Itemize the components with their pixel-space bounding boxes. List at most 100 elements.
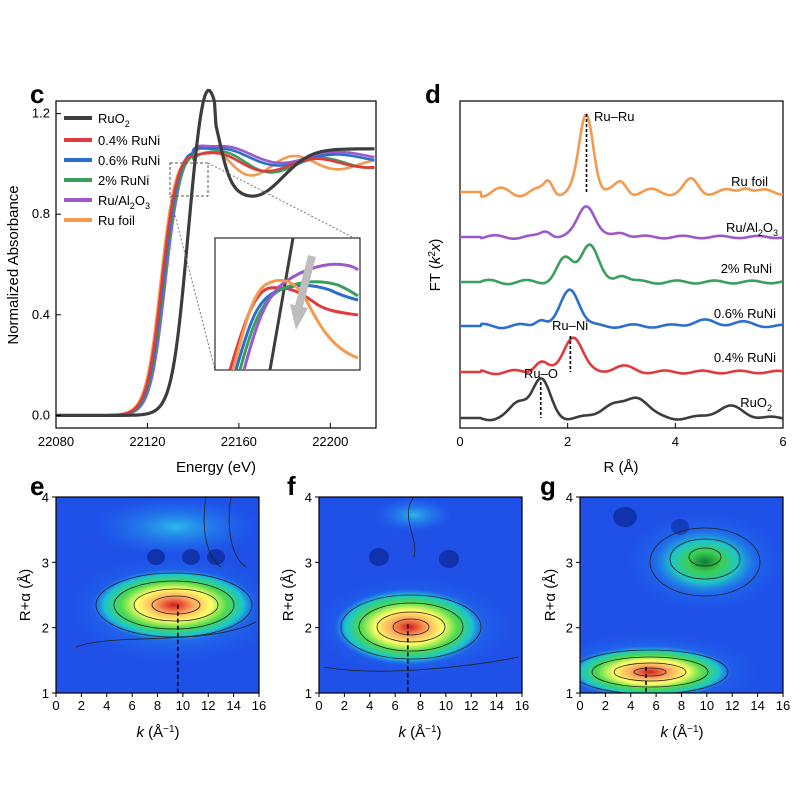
y-axis-label-g: R+α (Å) (542, 569, 559, 621)
panel-letter-e: e (30, 471, 44, 501)
y-axis-label-e: R+α (Å) (17, 569, 34, 621)
y-tick-label-c: 0.4 (32, 307, 50, 322)
zoom-box (169, 162, 209, 197)
x-tick-label-e: 12 (201, 698, 215, 713)
y-axis-label-f: R+α (Å) (280, 569, 297, 621)
x-tick-label-d: 4 (672, 434, 679, 449)
trend-arrow-icon (290, 304, 308, 330)
x-tick-label-g: 2 (602, 698, 609, 713)
y-tick-label-e: 3 (42, 555, 49, 570)
heatmap-f (319, 497, 522, 693)
panel-d: d 0 2 4 6 R (Å) FT (k2x) Ru foil Ru/Al2O3 2… (425, 79, 787, 476)
heatmap-e (56, 497, 259, 693)
y-tick-label-e: 2 (42, 621, 49, 636)
x-tick-label-e: 10 (176, 698, 190, 713)
y-tick-label-e: 1 (42, 686, 49, 701)
x-tick-label-f: 14 (489, 698, 503, 713)
panel-letter-g: g (540, 471, 556, 501)
zoom-connector-left (169, 195, 216, 371)
y-tick-label-f: 2 (305, 621, 312, 636)
x-tick-label-e: 6 (129, 698, 136, 713)
legend-label-ruo2: RuO2 (98, 111, 130, 129)
legend-label-al2o3: Ru/Al2O3 (98, 193, 150, 211)
annotation-ru-ni: Ru–Ni (552, 318, 588, 333)
trace-label-06: 0.6% RuNi (714, 306, 776, 321)
panel-letter-c: c (30, 79, 44, 109)
x-tick-label-g: 14 (750, 698, 764, 713)
x-axis-label-g: k (Å−1) (660, 724, 703, 741)
trace-label-04: 0.4% RuNi (714, 350, 776, 365)
x-tick-label-g: 16 (776, 698, 790, 713)
x-tick-label-g: 10 (700, 698, 714, 713)
y-tick-label-c: 1.2 (32, 106, 50, 121)
ft-curve-RuNi2 (460, 243, 784, 286)
x-tick-label-g: 8 (678, 698, 685, 713)
inset-curve-foil (231, 278, 359, 371)
annotation-ru-ru: Ru–Ru (594, 109, 634, 124)
inset-curve-ruo2 (268, 237, 295, 371)
inset-c (214, 237, 361, 371)
x-tick-label-d: 2 (564, 434, 571, 449)
y-tick-label-g: 1 (566, 686, 573, 701)
ft-curve-Rufoil (460, 112, 784, 198)
legend-c: RuO2 0.4% RuNi 0.6% RuNi 2% RuNi Ru/Al2O… (64, 111, 160, 228)
y-tick-label-e: 4 (42, 490, 49, 505)
x-axis-label-d: R (Å) (604, 459, 639, 476)
x-tick-label-f: 0 (315, 698, 322, 713)
trend-arrow-shaft (294, 254, 316, 312)
ft-curve-RuAl2O3 (460, 205, 784, 240)
y-tick-label-g: 3 (566, 555, 573, 570)
ft-curves (460, 112, 784, 422)
y-tick-label-g: 2 (566, 621, 573, 636)
y-tick-label-g: 4 (566, 490, 573, 505)
axis-ticks-d: 0 2 4 6 (456, 423, 787, 449)
y-tick-label-c: 0.0 (32, 407, 50, 422)
legend-label-foil: Ru foil (98, 213, 135, 228)
x-tick-label-e: 4 (103, 698, 110, 713)
x-tick-label-g: 0 (576, 698, 583, 713)
trace-label-foil: Ru foil (731, 174, 768, 189)
x-axis-label-c: Energy (eV) (176, 459, 256, 476)
y-tick-label-c: 0.8 (32, 206, 50, 221)
x-tick-label-f: 2 (341, 698, 348, 713)
axis-ticks-c: 22080 22120 22160 22200 0.0 0.4 0.8 1.2 (32, 106, 348, 449)
xanes-curves (56, 88, 375, 417)
x-tick-label-c: 22120 (129, 434, 165, 449)
peak-markers (539, 114, 588, 418)
x-tick-label-e: 2 (78, 698, 85, 713)
trace-label-2: 2% RuNi (721, 261, 772, 276)
x-tick-label-f: 8 (417, 698, 424, 713)
y-axis-label-c: Normalized Absorbance (5, 185, 22, 344)
panel-letter-f: f (287, 471, 296, 501)
y-axis-label-d: FT (k2x) (427, 239, 444, 292)
x-tick-label-f: 16 (515, 698, 529, 713)
x-tick-label-f: 4 (366, 698, 373, 713)
x-tick-label-c: 22200 (312, 434, 348, 449)
x-tick-label-d: 6 (779, 434, 786, 449)
ft-curve-RuNi06 (460, 288, 783, 330)
x-tick-label-e: 8 (154, 698, 161, 713)
plot-frame-d (459, 100, 784, 429)
x-tick-label-d: 0 (456, 434, 463, 449)
y-tick-label-f: 3 (305, 555, 312, 570)
x-tick-label-g: 12 (725, 698, 739, 713)
x-tick-label-f: 6 (392, 698, 399, 713)
x-tick-label-c: 22080 (38, 434, 74, 449)
zoom-connector-right (207, 162, 359, 241)
y-tick-label-f: 1 (305, 686, 312, 701)
x-tick-label-g: 4 (627, 698, 634, 713)
legend-label-2: 2% RuNi (98, 173, 149, 188)
trace-label-ruo2: RuO2 (740, 395, 772, 413)
panel-letter-d: d (425, 79, 441, 109)
xanes-curve-RuO2 (56, 88, 375, 417)
legend-label-06: 0.6% RuNi (98, 153, 160, 168)
ft-curve-RuNi04 (460, 336, 784, 376)
legend-label-04: 0.4% RuNi (98, 133, 160, 148)
x-tick-label-c: 22160 (221, 434, 257, 449)
